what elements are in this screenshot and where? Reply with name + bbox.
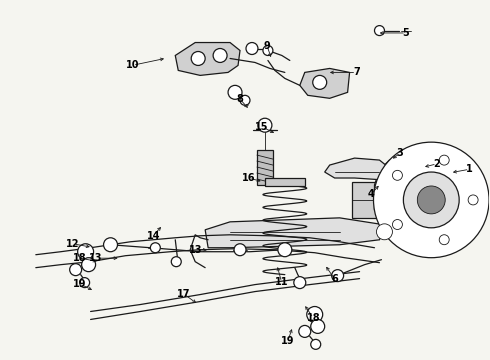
Circle shape [150,243,160,253]
Circle shape [246,42,258,54]
Polygon shape [300,68,349,98]
Circle shape [403,172,459,228]
Circle shape [299,325,311,337]
Text: 8: 8 [237,94,244,104]
Circle shape [80,278,90,288]
Circle shape [332,270,343,282]
Text: 15: 15 [255,122,269,132]
Circle shape [258,118,272,132]
Circle shape [263,45,273,55]
Circle shape [278,243,292,257]
Circle shape [103,238,118,252]
Circle shape [376,224,392,240]
Circle shape [240,95,250,105]
Polygon shape [257,150,273,185]
Text: 16: 16 [242,173,256,183]
Circle shape [70,264,82,276]
Circle shape [234,244,246,256]
Polygon shape [265,178,305,186]
Circle shape [468,195,478,205]
Circle shape [392,220,402,229]
Text: 5: 5 [403,28,410,38]
Circle shape [313,75,327,89]
Circle shape [311,319,325,333]
Text: 14: 14 [147,231,160,240]
Circle shape [191,51,205,66]
Text: 3: 3 [397,148,404,158]
Text: 6: 6 [331,274,338,284]
Circle shape [439,235,449,245]
Text: 11: 11 [275,277,288,287]
Text: 17: 17 [177,289,191,299]
Text: 4: 4 [368,189,374,199]
Polygon shape [205,218,385,248]
Circle shape [228,85,242,99]
Circle shape [82,258,96,272]
Polygon shape [352,182,382,218]
Text: 18: 18 [73,253,87,263]
Circle shape [172,257,181,267]
Circle shape [294,276,306,289]
Circle shape [77,244,94,260]
Text: 13: 13 [189,245,202,255]
Circle shape [213,49,227,62]
Text: 18: 18 [307,313,320,323]
Circle shape [417,186,445,214]
Text: 12: 12 [67,239,80,249]
Text: 2: 2 [434,159,440,169]
Text: 9: 9 [264,41,270,50]
Text: 19: 19 [281,336,294,346]
Circle shape [439,155,449,165]
Circle shape [307,306,323,323]
Text: 13: 13 [89,253,103,263]
Text: 7: 7 [353,67,360,77]
Polygon shape [175,42,240,75]
Text: 10: 10 [126,60,140,70]
Circle shape [374,26,385,36]
Circle shape [392,170,402,180]
Text: 19: 19 [74,279,87,289]
Circle shape [373,142,489,258]
Circle shape [311,339,321,349]
Polygon shape [325,158,390,180]
Text: 1: 1 [466,164,473,174]
Polygon shape [374,155,419,230]
